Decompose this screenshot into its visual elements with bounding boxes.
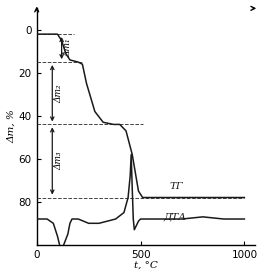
Text: ТГ: ТГ: [170, 182, 183, 191]
Text: Δm₂: Δm₂: [54, 84, 63, 102]
Y-axis label: Δm, %: Δm, %: [7, 110, 16, 143]
Text: ДТА: ДТА: [164, 212, 187, 221]
Text: Δm₃: Δm₃: [54, 152, 63, 170]
X-axis label: t, °C: t, °C: [134, 261, 158, 270]
Text: Δm₁: Δm₁: [63, 39, 72, 57]
